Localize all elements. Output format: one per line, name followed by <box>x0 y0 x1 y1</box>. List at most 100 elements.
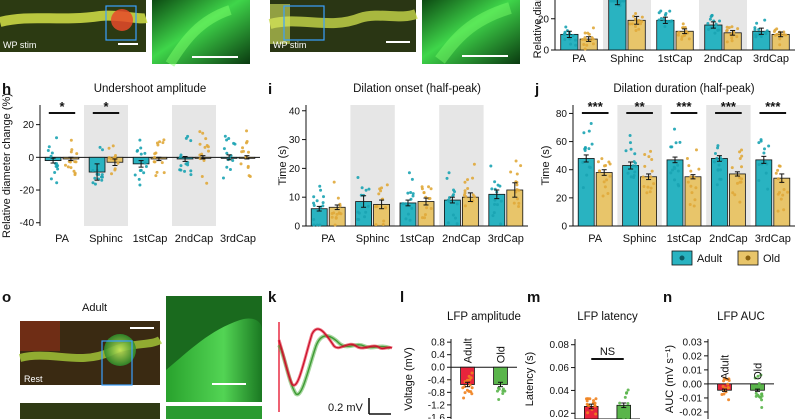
data-point <box>312 223 316 227</box>
lfp-trace-adult-band <box>277 327 393 387</box>
data-point <box>685 156 689 160</box>
y-tick-label: 0.01 <box>683 365 703 376</box>
y-tick-label: 10 <box>289 193 301 204</box>
data-point <box>49 177 53 181</box>
data-point <box>330 215 334 219</box>
data-point <box>708 17 712 21</box>
y-axis-label: AUC (mV s⁻¹) <box>664 345 676 413</box>
data-point <box>692 204 696 208</box>
data-point <box>677 31 681 35</box>
data-point <box>377 192 381 196</box>
data-point <box>189 139 193 143</box>
data-point <box>364 210 368 214</box>
data-point <box>637 27 641 31</box>
data-point <box>499 199 503 203</box>
data-point <box>240 150 244 154</box>
data-point <box>515 172 519 176</box>
data-point <box>764 30 768 34</box>
data-point <box>583 149 587 153</box>
data-point <box>587 129 591 133</box>
data-point <box>607 160 611 164</box>
data-point <box>100 148 104 152</box>
x-tick-label-PA: PA <box>321 233 336 245</box>
data-point <box>637 18 641 22</box>
data-point <box>589 122 593 126</box>
micro-zoom-adult <box>166 296 262 419</box>
chart-panel-g-top: Relative diam 0 20 PA Sphinc 1stCap 2ndCap 3rdC… <box>532 0 795 65</box>
data-point <box>501 391 505 395</box>
data-point <box>453 216 457 220</box>
data-point <box>453 190 457 194</box>
data-point <box>590 142 594 146</box>
data-point <box>515 188 519 192</box>
data-point <box>629 175 633 179</box>
data-point <box>183 169 187 173</box>
data-point <box>93 182 97 186</box>
data-point <box>681 22 685 26</box>
data-point <box>735 181 739 185</box>
data-point <box>198 142 202 146</box>
data-point <box>706 21 710 25</box>
data-point <box>587 32 591 36</box>
data-point <box>563 32 567 36</box>
data-point <box>221 176 225 180</box>
data-point <box>93 176 97 180</box>
bar-Sphinc-Adult <box>608 0 627 51</box>
data-point <box>493 198 497 202</box>
data-point <box>626 388 630 392</box>
data-point <box>137 177 141 181</box>
data-point <box>586 411 590 415</box>
data-point <box>312 201 316 205</box>
x-tick-label-2ndCap: 2ndCap <box>709 233 748 245</box>
data-point <box>144 164 148 168</box>
data-point <box>587 147 591 151</box>
data-point <box>143 161 147 165</box>
data-point <box>593 401 597 405</box>
data-point <box>782 30 786 34</box>
data-point <box>46 148 50 152</box>
data-point <box>70 148 74 152</box>
data-point <box>227 136 231 140</box>
data-point <box>406 212 410 216</box>
data-point <box>738 200 742 204</box>
data-point <box>659 17 663 21</box>
data-point <box>154 174 158 178</box>
wp-stim-label-2: WP stim <box>273 40 306 50</box>
data-point <box>203 145 207 149</box>
data-point <box>740 154 744 158</box>
data-point <box>649 186 653 190</box>
data-point <box>720 158 724 162</box>
data-point <box>649 149 653 153</box>
sig-label: *** <box>588 99 604 114</box>
data-point <box>598 169 602 173</box>
data-point <box>463 180 467 184</box>
data-point <box>493 202 497 206</box>
data-point <box>315 199 319 203</box>
bar-1stCap-Adult <box>656 19 675 51</box>
data-point <box>497 387 501 391</box>
data-point <box>624 149 628 153</box>
chart-title: Undershoot amplitude <box>94 83 207 95</box>
data-point <box>671 168 675 172</box>
data-point <box>592 399 596 403</box>
data-point <box>109 157 113 161</box>
data-point <box>585 173 589 177</box>
panel-letter-i: i <box>268 81 272 98</box>
data-point <box>634 24 638 28</box>
data-point <box>694 186 698 190</box>
panel-letter-n: n <box>663 289 672 306</box>
data-point <box>717 163 721 167</box>
x-tick-label-PA: PA <box>55 233 70 245</box>
data-point <box>719 168 723 172</box>
data-point <box>738 156 742 160</box>
data-point <box>463 391 467 395</box>
data-point <box>608 174 612 178</box>
micro-zoom-top-left <box>152 0 250 67</box>
data-point <box>712 160 716 164</box>
panel-letter-j: j <box>534 81 539 98</box>
y-tick-label: 0 <box>28 153 34 164</box>
y-tick-label: 0.03 <box>683 337 703 348</box>
data-point <box>318 223 322 227</box>
data-point <box>410 206 414 210</box>
data-point <box>245 139 249 143</box>
